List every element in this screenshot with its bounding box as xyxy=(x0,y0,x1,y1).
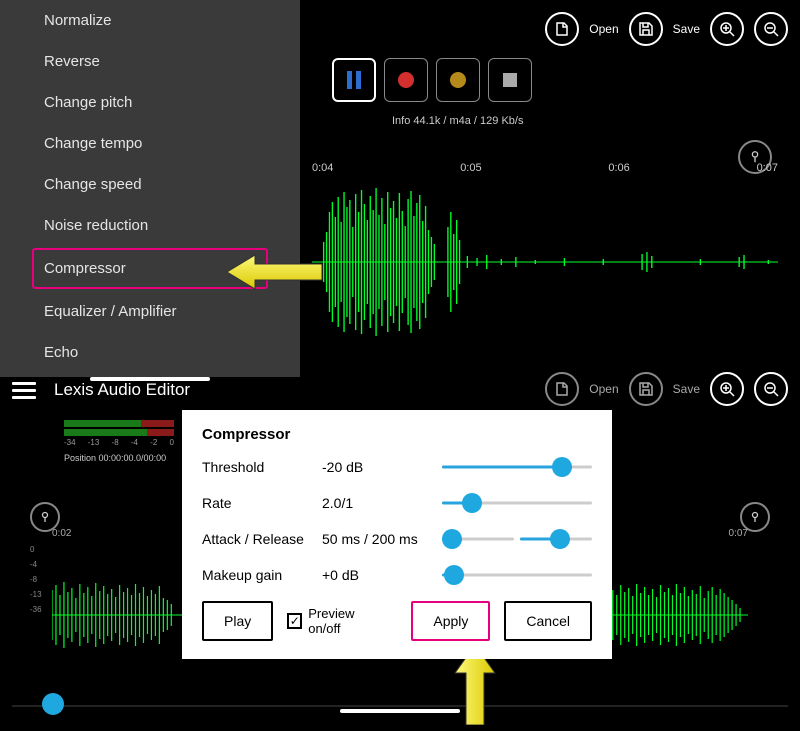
attack-release-sliders[interactable] xyxy=(442,529,592,549)
open-icon[interactable] xyxy=(545,12,579,46)
save-group[interactable]: Save xyxy=(629,12,700,46)
menu-item-equalizer[interactable]: Equalizer / Amplifier xyxy=(0,291,300,332)
threshold-label: Threshold xyxy=(202,459,322,475)
audio-info-text: Info 44.1k / m4a / 129 Kb/s xyxy=(392,115,523,127)
makeup-row: Makeup gain +0 dB xyxy=(202,565,592,585)
dialog-title: Compressor xyxy=(202,426,592,443)
meter-tick: -8 xyxy=(112,438,119,447)
attack-release-value: 50 ms / 200 ms xyxy=(322,531,442,547)
menu-item-change-tempo[interactable]: Change tempo xyxy=(0,123,300,164)
dialog-buttons: Play ✓ Preview on/off Apply Cancel xyxy=(202,601,592,641)
save-label: Save xyxy=(673,22,700,36)
meter-tick: 0 xyxy=(170,438,174,447)
save-icon[interactable] xyxy=(629,12,663,46)
open-label: Open xyxy=(589,382,618,396)
open-label: Open xyxy=(589,22,618,36)
attack-release-label: Attack / Release xyxy=(202,531,322,547)
zoom-in-icon[interactable] xyxy=(710,12,744,46)
save-icon[interactable] xyxy=(629,372,663,406)
save-label: Save xyxy=(673,382,700,396)
time-tick: 0:07 xyxy=(757,162,778,174)
top-screenshot: Open Save Info 44.1k / m4a / 129 Kb/s xyxy=(12,12,788,362)
time-tick: 0:06 xyxy=(608,162,629,174)
meter-tick: -2 xyxy=(150,438,157,447)
cancel-button[interactable]: Cancel xyxy=(504,601,592,641)
pause-button[interactable] xyxy=(332,58,376,102)
menu-item-reverse[interactable]: Reverse xyxy=(0,41,300,82)
makeup-value: +0 dB xyxy=(322,567,442,583)
stop-button[interactable] xyxy=(488,58,532,102)
time-tick: 0:04 xyxy=(312,162,333,174)
db-tick: -13 xyxy=(30,590,42,599)
zoom-out-icon[interactable] xyxy=(754,372,788,406)
time-tick: 0:07 xyxy=(729,528,748,539)
open-icon[interactable] xyxy=(545,372,579,406)
db-tick: 0 xyxy=(30,545,42,554)
menu-item-echo[interactable]: Echo xyxy=(0,332,300,373)
bottom-toolbar: Open Save xyxy=(545,372,788,406)
open-group-2[interactable]: Open xyxy=(545,372,618,406)
zoom-out-icon[interactable] xyxy=(754,12,788,46)
preview-checkbox[interactable]: ✓ Preview on/off xyxy=(287,606,383,636)
top-toolbar: Open Save xyxy=(545,12,788,46)
waveform-top[interactable] xyxy=(312,182,778,342)
rate-label: Rate xyxy=(202,495,322,511)
rate-value: 2.0/1 xyxy=(322,495,442,511)
db-axis: 0 -4 -8 -13 -36 xyxy=(30,545,42,620)
position-text: Position 00:00:00.0/00:00 xyxy=(64,453,174,463)
play-button[interactable]: Play xyxy=(202,601,273,641)
time-tick: 0:02 xyxy=(52,528,71,539)
makeup-label: Makeup gain xyxy=(202,567,322,583)
progress-track[interactable] xyxy=(12,705,788,707)
playhead-dot[interactable] xyxy=(42,693,64,715)
db-tick: -8 xyxy=(30,575,42,584)
db-tick: -36 xyxy=(30,605,42,614)
annotation-arrow-icon xyxy=(227,247,327,297)
compressor-dialog: Compressor Threshold -20 dB Rate 2.0/1 A… xyxy=(182,410,612,659)
app-title: Lexis Audio Editor xyxy=(54,380,190,400)
home-indicator xyxy=(90,377,210,381)
transport-controls xyxy=(332,58,532,102)
meter-tick: -4 xyxy=(131,438,138,447)
level-meter: -34 -13 -8 -4 -2 0 Position 00:00:00.0/0… xyxy=(64,420,174,463)
menu-item-noise-reduction[interactable]: Noise reduction xyxy=(0,205,300,246)
threshold-value: -20 dB xyxy=(322,459,442,475)
effects-menu: Normalize Reverse Change pitch Change te… xyxy=(0,0,300,377)
rate-slider[interactable] xyxy=(442,493,592,513)
menu-item-change-speed[interactable]: Change speed xyxy=(0,164,300,205)
checkbox-icon[interactable]: ✓ xyxy=(287,613,302,629)
db-tick: -4 xyxy=(30,560,42,569)
threshold-row: Threshold -20 dB xyxy=(202,457,592,477)
timeline-top: 0:04 0:05 0:06 0:07 xyxy=(312,162,778,174)
record-button[interactable] xyxy=(384,58,428,102)
bottom-screenshot: Lexis Audio Editor Open Save xyxy=(12,370,788,715)
hamburger-icon[interactable] xyxy=(12,378,36,403)
marker-button[interactable] xyxy=(436,58,480,102)
meter-tick: -34 xyxy=(64,438,76,447)
home-indicator xyxy=(340,709,460,713)
attack-release-row: Attack / Release 50 ms / 200 ms xyxy=(202,529,592,549)
menu-item-normalize[interactable]: Normalize xyxy=(0,0,300,41)
threshold-slider[interactable] xyxy=(442,457,592,477)
apply-button[interactable]: Apply xyxy=(411,601,490,641)
makeup-slider[interactable] xyxy=(442,565,592,585)
preview-label: Preview on/off xyxy=(308,606,383,636)
rate-row: Rate 2.0/1 xyxy=(202,493,592,513)
zoom-in-icon[interactable] xyxy=(710,372,744,406)
meter-tick: -13 xyxy=(88,438,100,447)
save-group-2[interactable]: Save xyxy=(629,372,700,406)
time-tick: 0:05 xyxy=(460,162,481,174)
menu-item-change-pitch[interactable]: Change pitch xyxy=(0,82,300,123)
open-group[interactable]: Open xyxy=(545,12,618,46)
